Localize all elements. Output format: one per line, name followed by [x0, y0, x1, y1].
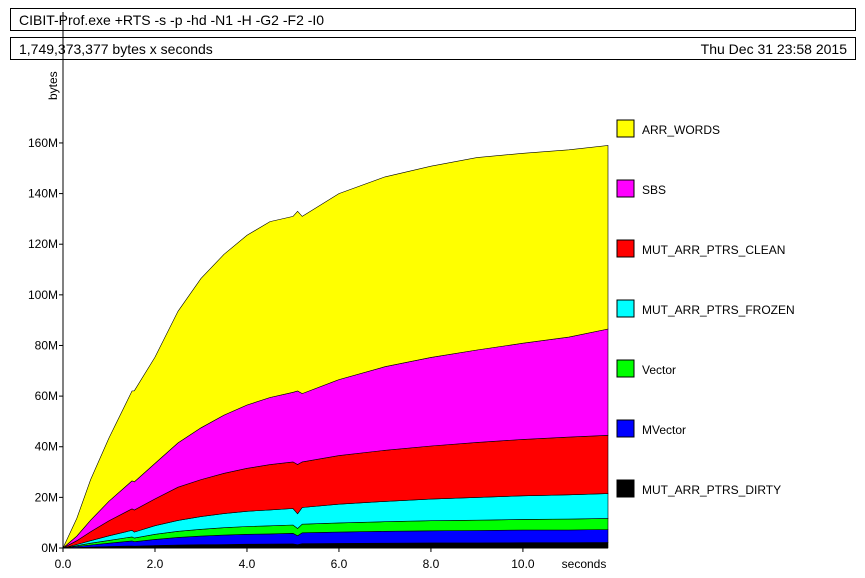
legend-swatch	[616, 299, 635, 318]
y-tick-label: 20M	[35, 490, 58, 504]
legend-swatch	[616, 239, 635, 258]
legend-swatch	[616, 419, 635, 438]
legend-label: MUT_ARR_PTRS_FROZEN	[642, 303, 795, 317]
y-tick-label: 40M	[35, 440, 58, 454]
x-tick-label: 8.0	[423, 557, 440, 571]
y-axis-label: bytes	[46, 71, 60, 100]
legend-swatch	[616, 479, 635, 498]
x-tick-label: 2.0	[147, 557, 164, 571]
legend-label: SBS	[642, 183, 666, 197]
y-tick-label: 160M	[28, 136, 58, 150]
total-bytes-seconds: 1,749,373,377 bytes x seconds	[19, 41, 213, 57]
y-tick-label: 0M	[41, 541, 58, 555]
x-tick-label: 10.0	[511, 557, 535, 571]
legend-label: MUT_ARR_PTRS_DIRTY	[642, 483, 781, 497]
x-tick-label: 4.0	[239, 557, 256, 571]
x-tick-label: 6.0	[331, 557, 348, 571]
y-tick-label: 120M	[28, 237, 58, 251]
summary-bar: 1,749,373,377 bytes x seconds Thu Dec 31…	[10, 37, 856, 60]
legend-label: ARR_WORDS	[642, 123, 720, 137]
program-command: CIBIT-Prof.exe +RTS -s -p -hd -N1 -H -G2…	[19, 12, 325, 28]
legend-label: Vector	[642, 363, 676, 377]
legend-label: MVector	[642, 423, 686, 437]
legend-swatch	[616, 179, 635, 198]
y-tick-label: 140M	[28, 187, 58, 201]
axes: bytes seconds 0M 20M 40M 60M 80M 100M 120M 140M…	[28, 12, 608, 571]
legend-swatch	[616, 359, 635, 378]
y-tick-label: 80M	[35, 338, 58, 352]
run-date: Thu Dec 31 23:58 2015	[700, 41, 847, 57]
area-layers	[62, 145, 609, 549]
y-tick-label: 60M	[35, 389, 58, 403]
program-title-bar: CIBIT-Prof.exe +RTS -s -p -hd -N1 -H -G2…	[10, 8, 856, 31]
legend-swatch	[616, 119, 635, 138]
area-arr-words	[62, 145, 609, 549]
x-tick-label: 0.0	[55, 557, 72, 571]
legend: ARR_WORDS SBS MUT_ARR_PTRS_CLEAN MUT_ARR_PT…	[616, 119, 795, 498]
y-tick-label: 100M	[28, 288, 58, 302]
x-axis-label: seconds	[562, 557, 607, 571]
legend-label: MUT_ARR_PTRS_CLEAN	[642, 243, 785, 257]
